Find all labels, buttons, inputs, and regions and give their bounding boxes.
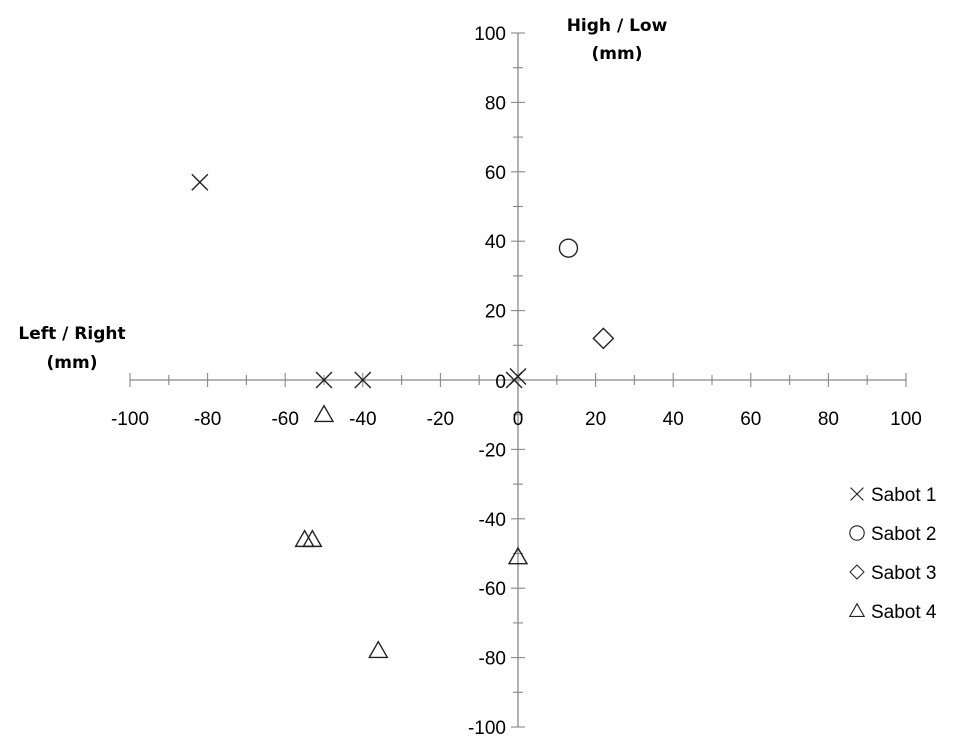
legend-marker [849, 564, 865, 580]
data-point [354, 371, 372, 389]
legend-marker [848, 602, 866, 617]
y-tick-label: 100 [474, 24, 506, 45]
x-tick-label: 80 [818, 409, 839, 430]
x-tick-label: 100 [890, 409, 922, 430]
legend-marker [849, 525, 865, 541]
data-point [509, 368, 527, 386]
data-point [313, 404, 335, 423]
x-axis-title-line-1: Left / Right [18, 324, 125, 344]
data-point [191, 173, 209, 191]
y-axis-title-line-1: High / Low [567, 16, 668, 36]
y-tick-label: 20 [485, 302, 506, 323]
data-point [315, 371, 333, 389]
y-tick-label: 0 [495, 372, 506, 393]
data-point [302, 529, 323, 548]
legend-item: Sabot 1 [850, 485, 937, 506]
data-point [507, 546, 529, 565]
x-tick-label: -60 [271, 409, 298, 430]
legend-item: Sabot 3 [849, 563, 937, 584]
legend-label: Sabot 3 [871, 563, 937, 584]
legend-item: Sabot 2 [849, 524, 937, 545]
x-tick-label: -100 [111, 409, 149, 430]
legend-label: Sabot 4 [871, 602, 937, 623]
x-tick-label: 60 [740, 409, 761, 430]
y-tick-label: 80 [485, 93, 506, 114]
y-tick-label: -40 [479, 510, 506, 531]
legend-marker [850, 487, 864, 501]
y-tick-label: 60 [485, 163, 506, 184]
data-point [368, 640, 389, 659]
y-tick-label: -60 [479, 579, 506, 600]
x-tick-label: -20 [427, 409, 454, 430]
x-axis-title-line-2: (mm) [47, 353, 98, 373]
data-point [592, 327, 615, 350]
axis-ticks [129, 32, 907, 728]
tick-labels: -100 -80 -60 -40 -20 0 20 40 60 80 100 -100 -80 -60 -4… [111, 24, 922, 738]
y-tick-label: 40 [485, 232, 506, 253]
legend: Sabot 1 Sabot 2 Sabot 3 Sabot 4 [848, 485, 937, 623]
legend-label: Sabot 2 [871, 524, 937, 545]
y-tick-label: -20 [479, 440, 506, 461]
x-tick-label: -80 [194, 409, 221, 430]
data-points [191, 173, 615, 659]
legend-label: Sabot 1 [871, 485, 937, 506]
y-tick-label: -100 [468, 718, 506, 738]
legend-item: Sabot 4 [848, 602, 937, 623]
y-axis-title-line-2: (mm) [592, 44, 643, 64]
axis-titles: High / Low (mm) Left / Right (mm) [18, 16, 667, 373]
x-tick-label: 40 [663, 409, 684, 430]
y-tick-label: -80 [479, 649, 506, 670]
x-tick-label: -40 [349, 409, 376, 430]
data-point [558, 238, 579, 258]
x-tick-label: 20 [585, 409, 606, 430]
x-tick-label: 0 [513, 409, 524, 430]
axes [129, 32, 907, 728]
